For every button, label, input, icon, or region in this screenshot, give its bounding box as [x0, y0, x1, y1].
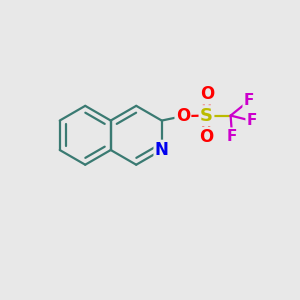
- Text: F: F: [244, 93, 254, 108]
- Text: O: O: [199, 128, 213, 146]
- Text: F: F: [227, 129, 237, 144]
- Text: S: S: [200, 106, 213, 124]
- Text: F: F: [247, 113, 257, 128]
- Text: O: O: [200, 85, 214, 103]
- Text: N: N: [155, 141, 169, 159]
- Text: O: O: [176, 107, 190, 125]
